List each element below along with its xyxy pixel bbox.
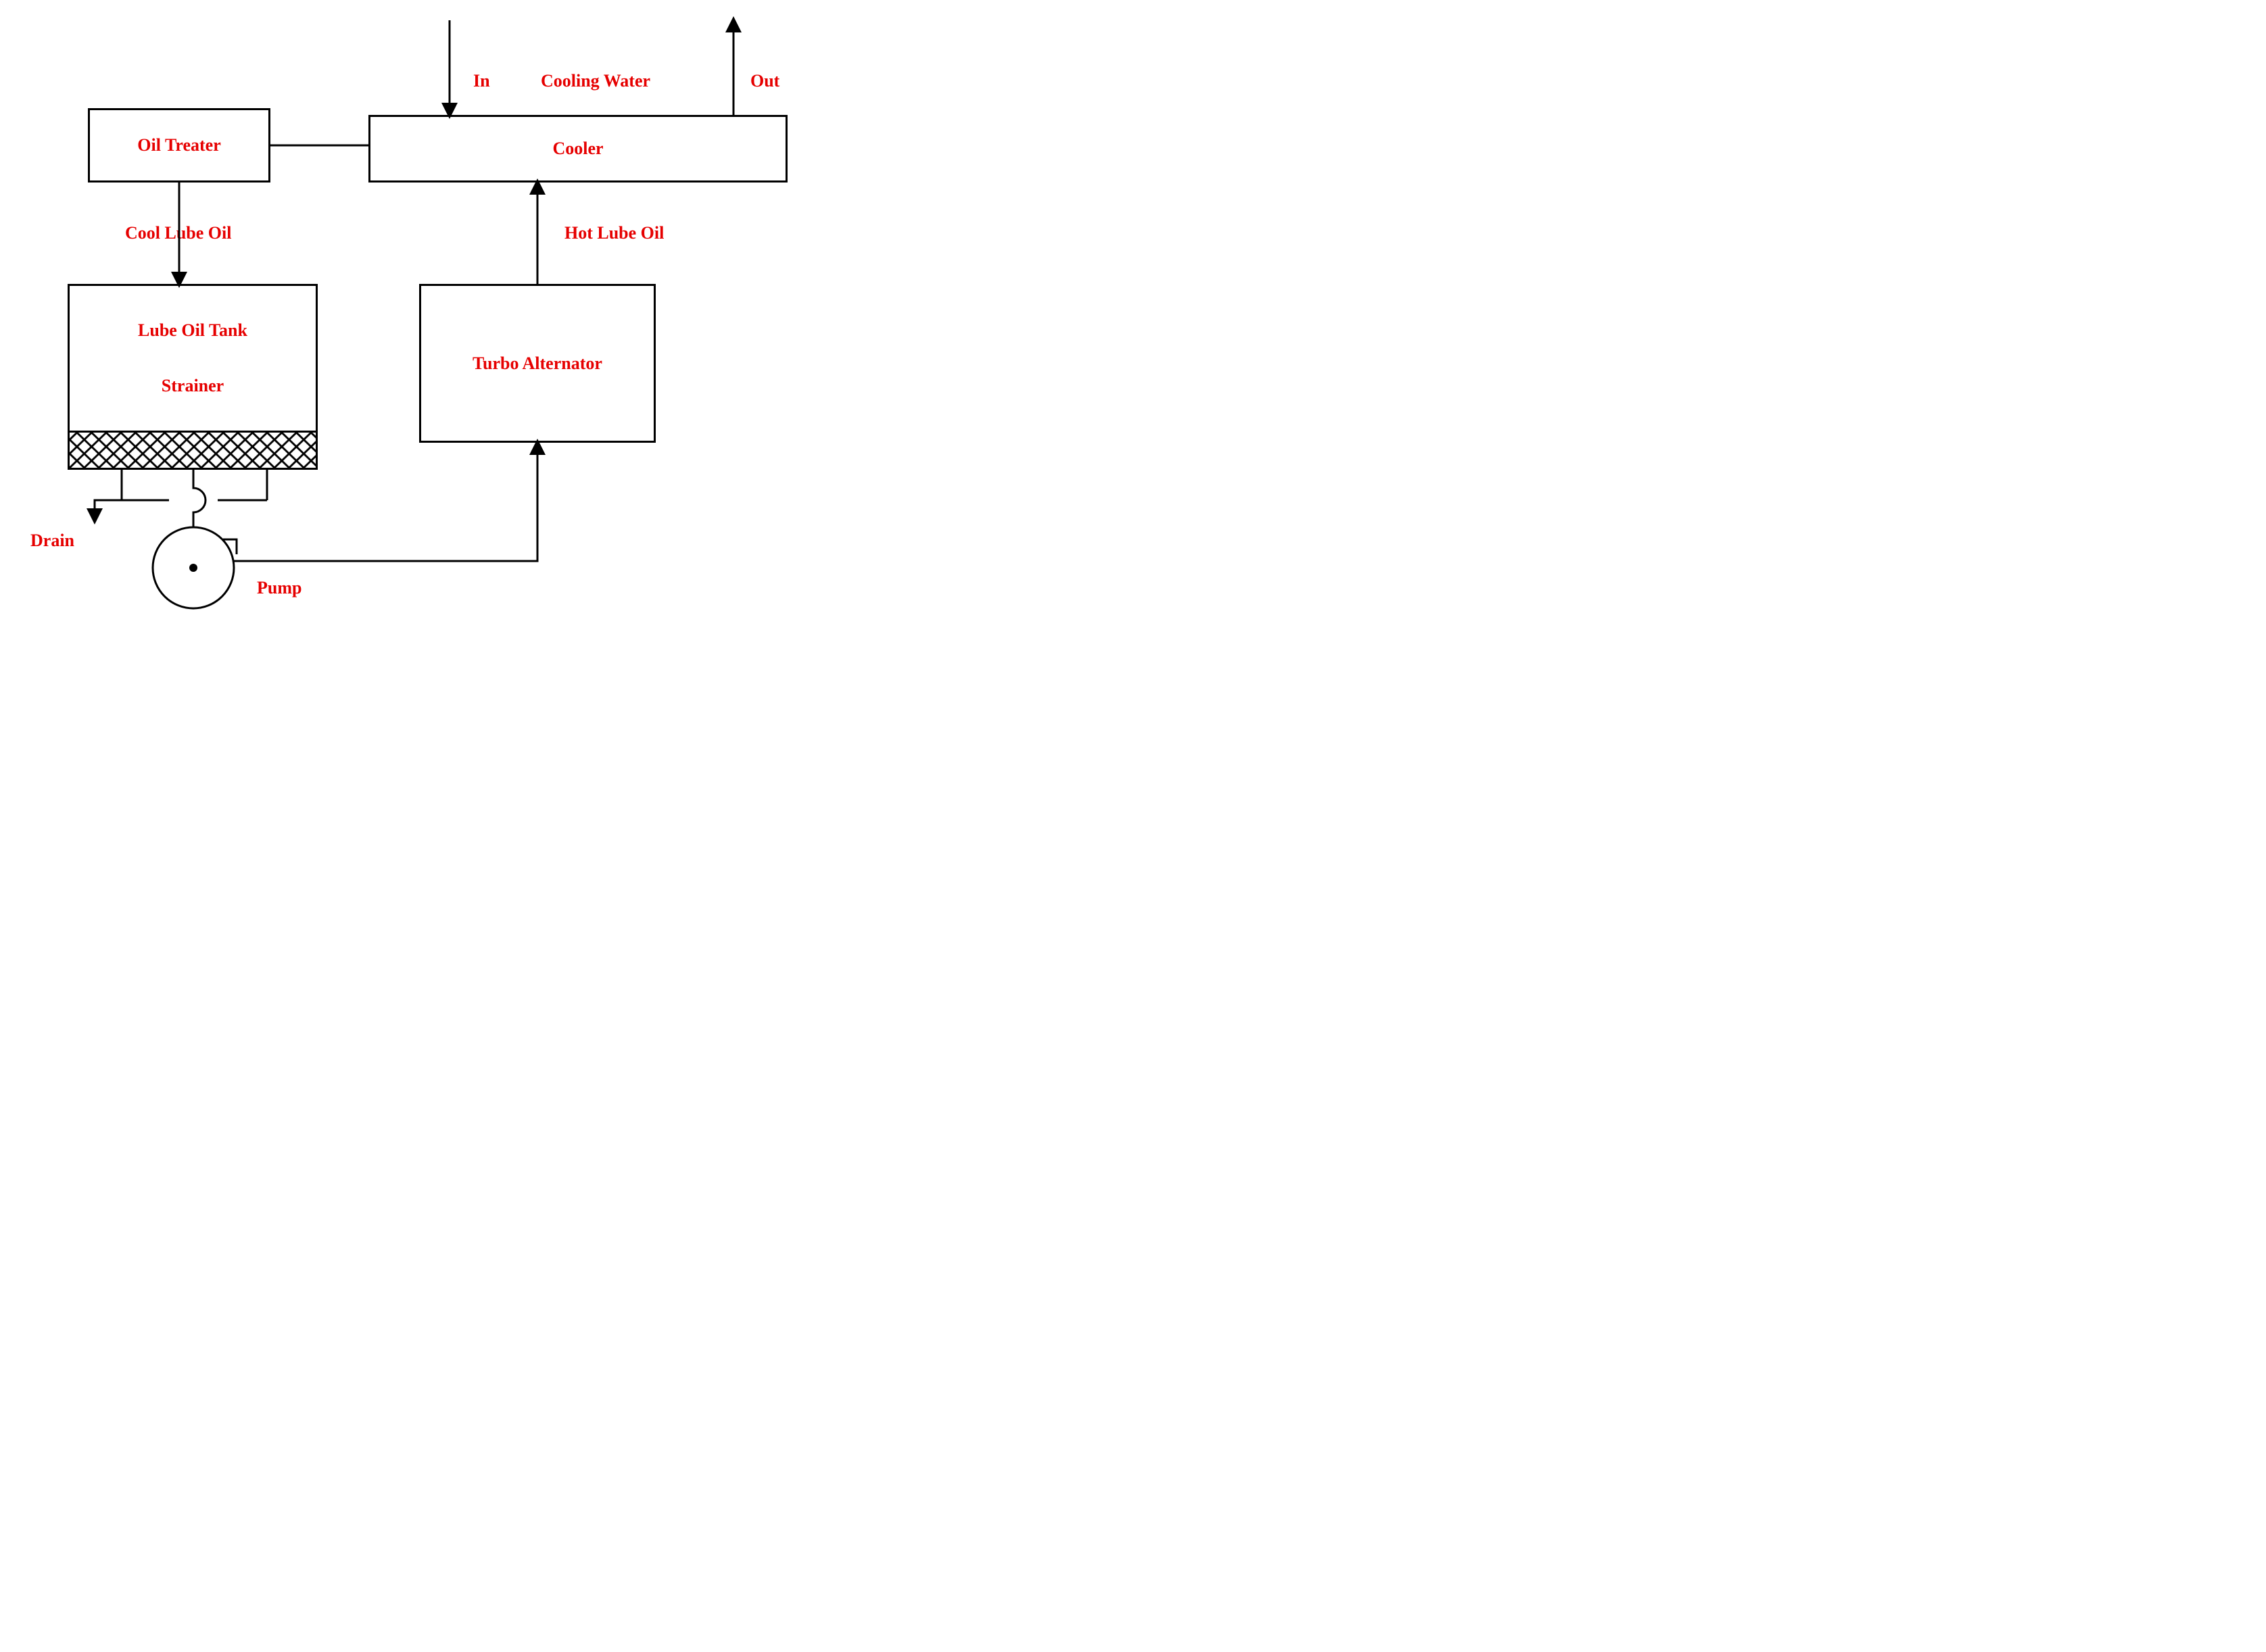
node-cooler: Cooler — [368, 115, 788, 183]
node-turbo-label: Turbo Alternator — [473, 354, 602, 374]
label-in: In — [473, 71, 490, 91]
label-cool-lube-oil: Cool Lube Oil — [125, 223, 231, 243]
node-turbo-alternator: Turbo Alternator — [419, 284, 656, 443]
label-drain: Drain — [30, 531, 74, 551]
node-lube-tank-label1: Lube Oil Tank — [138, 320, 247, 341]
node-oil-treater: Oil Treater — [88, 108, 270, 183]
label-pump: Pump — [257, 578, 302, 598]
node-lube-oil-tank: Lube Oil Tank Strainer — [68, 284, 318, 433]
label-out: Out — [750, 71, 779, 91]
node-oil-treater-label: Oil Treater — [137, 135, 220, 155]
diagram-canvas: Oil Treater Cooler Lube Oil Tank Straine… — [0, 0, 865, 649]
label-cooling-water: Cooling Water — [541, 71, 650, 91]
node-lube-tank-label2: Strainer — [162, 376, 224, 396]
label-hot-lube-oil: Hot Lube Oil — [564, 223, 664, 243]
strainer-pattern — [68, 433, 318, 470]
edge-drain_line — [95, 500, 122, 520]
node-cooler-label: Cooler — [552, 139, 603, 159]
edge-tank_to_pump — [193, 470, 206, 568]
pump-icon — [153, 527, 237, 608]
